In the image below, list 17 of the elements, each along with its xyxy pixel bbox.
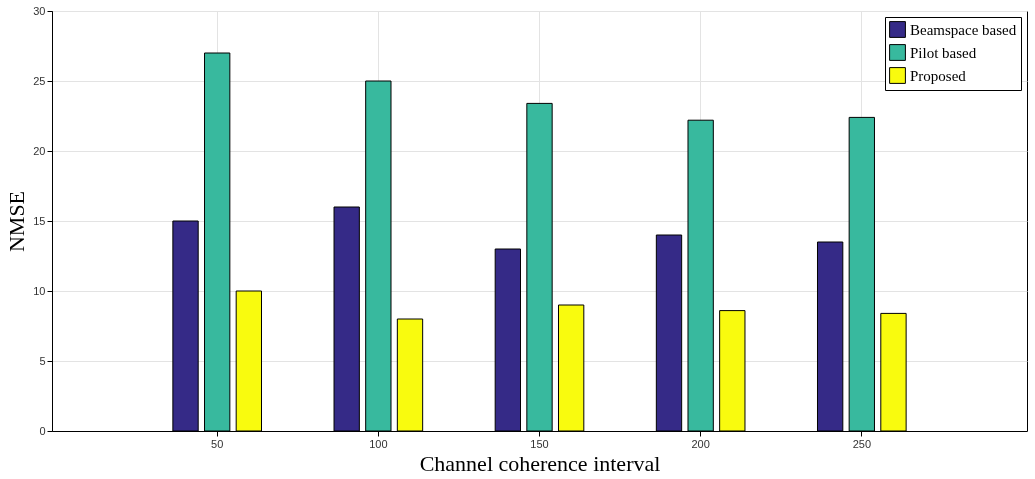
y-tick-label: 10	[33, 284, 46, 297]
y-tick-label: 15	[33, 214, 46, 227]
legend-label: Proposed	[910, 67, 967, 84]
x-axis-title: Channel coherence interval	[419, 450, 661, 476]
x-tick-label: 150	[530, 437, 549, 450]
legend-label: Beamspace based	[910, 21, 1017, 38]
x-tick-label: 100	[369, 437, 388, 450]
x-tick-label: 200	[691, 437, 710, 450]
y-tick-label: 25	[33, 74, 46, 87]
y-axis-title: NMSE	[4, 190, 30, 253]
x-tick-label: 50	[211, 437, 224, 450]
y-tick-label: 5	[39, 354, 46, 367]
y-tick-label: 20	[33, 144, 46, 157]
y-tick-label: 30	[33, 4, 46, 17]
legend-label: Pilot based	[910, 44, 977, 61]
y-tick-label: 0	[39, 424, 46, 437]
x-tick-label: 250	[852, 437, 871, 450]
